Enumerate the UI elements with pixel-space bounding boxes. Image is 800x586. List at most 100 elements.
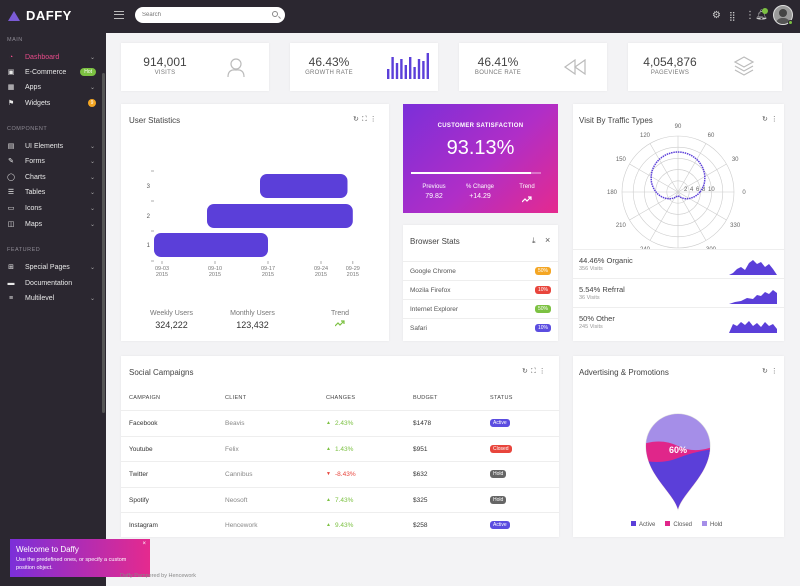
close-icon[interactable]: × xyxy=(545,235,551,245)
growth-bar xyxy=(417,59,421,79)
traffic-sparkline xyxy=(729,290,777,304)
refresh-icon[interactable]: ↻ xyxy=(762,116,771,123)
download-icon[interactable]: ⤓ xyxy=(532,236,536,245)
sidebar-item-special-pages[interactable]: ⊞ Special Pages ⌄ xyxy=(0,260,102,274)
sidebar-item-label: Widgets xyxy=(25,99,51,107)
table-row[interactable]: Facebook Beavis $1478 ▲ 2.43% Active xyxy=(121,410,559,435)
pencil-icon: ✎ xyxy=(8,158,14,165)
refresh-icon[interactable]: ↻ xyxy=(762,368,771,375)
column-header-campaign[interactable]: CAMPAIGN xyxy=(129,395,161,401)
flag-icon: ⚑ xyxy=(7,100,15,107)
budget-cell: $1478 xyxy=(413,420,432,427)
fullscreen-icon[interactable]: ⛶ xyxy=(530,368,539,375)
browser-row: Google Chrome 50% xyxy=(403,261,558,280)
sidebar-item-label: E-Commerce xyxy=(25,68,67,76)
change-value: +14.29 xyxy=(469,193,491,200)
search-input[interactable] xyxy=(135,7,285,23)
more-vertical-icon[interactable]: ⋮ xyxy=(369,116,380,123)
column-header-status[interactable]: STATUS xyxy=(490,395,513,401)
weekly-users-label: Weekly Users xyxy=(149,310,194,317)
menu-toggle-icon[interactable] xyxy=(114,11,124,19)
refresh-icon[interactable]: ↻ xyxy=(353,116,362,123)
fullscreen-icon[interactable]: ⛶ xyxy=(361,116,370,123)
weekly-users-value: 324,222 xyxy=(155,320,188,330)
sidebar-item-charts[interactable]: ◯ Charts ⌄ xyxy=(0,170,102,184)
refresh-icon[interactable]: ↻ xyxy=(522,368,531,375)
trend-up-icon xyxy=(521,196,532,203)
polar-spoke xyxy=(677,191,727,221)
column-header-client[interactable]: CLIENT xyxy=(225,395,247,401)
table-row[interactable]: Instagram Hencework $258 ▲ 9.43% Active xyxy=(121,512,559,537)
more-vertical-icon[interactable]: ⋮ xyxy=(745,10,755,21)
welcome-toast: Welcome to Daffy Use the predefined ones… xyxy=(10,539,150,577)
sidebar-item-widgets[interactable]: ⚑ Widgets 9 xyxy=(0,96,102,110)
footer-text: Daffy Pampered by Hencework xyxy=(120,573,197,579)
table-row[interactable]: Twitter Cannibus $632 ▼ -8.43% Hold xyxy=(121,461,559,486)
satisfaction-value: 93.13% xyxy=(446,137,515,159)
stat-card-growth-rate: 46.43% GROWTH RATE xyxy=(290,43,438,91)
card-title: Advertising & Promotions xyxy=(579,368,669,377)
sidebar-item-documentation[interactable]: ▬ Documentation xyxy=(0,276,102,290)
sidebar-item-forms[interactable]: ✎ Forms ⌄ xyxy=(0,154,102,168)
satisfaction-progress xyxy=(411,172,541,174)
status-badge: Active xyxy=(490,419,510,427)
arrow-up-icon: ▲ xyxy=(326,420,331,426)
growth-bar xyxy=(409,57,412,79)
sidebar-item-apps[interactable]: ▦ Apps ⌄ xyxy=(0,80,102,94)
polar-spoke xyxy=(677,143,707,193)
sidebar-item-label: Forms xyxy=(25,157,45,165)
more-vertical-icon[interactable]: ⋮ xyxy=(770,368,781,375)
traffic-visits: 36 Visits xyxy=(579,295,600,301)
arrow-up-icon: ▲ xyxy=(326,445,331,452)
sidebar-section-featured: FEATURED xyxy=(7,247,41,253)
stat-label: BOUNCE RATE xyxy=(474,70,522,76)
growth-bar xyxy=(404,65,407,79)
sidebar-item-dashboard[interactable]: ◔ Dashboard ⌄ xyxy=(0,50,102,64)
sidebar-item-icons[interactable]: ▭ Icons ⌄ xyxy=(0,201,102,215)
sidebar-item-label: Dashboard xyxy=(25,53,60,61)
stat-value: 46.41% xyxy=(477,55,519,69)
traffic-row: 44.46% Organic 356 Visits xyxy=(573,249,784,278)
table-row[interactable]: Spotify Neosoft $325 ▲ 7.43% Hold xyxy=(121,486,559,512)
apps-grid-icon[interactable]: ⣿ xyxy=(729,11,736,21)
gear-icon[interactable]: ⚙ xyxy=(712,10,721,21)
gauge-icon: ◔ xyxy=(8,53,14,61)
polar-spoke xyxy=(677,163,727,193)
sidebar-item-ui-elements[interactable]: ▤ UI Elements ⌄ xyxy=(0,139,102,153)
sidebar-item-ecommerce[interactable]: ▣ E-Commerce Hot xyxy=(0,65,102,79)
x-tick-label: 09-29 xyxy=(346,266,360,272)
campaign-cell: Spotify xyxy=(129,496,149,504)
sidebar-item-label: Multilevel xyxy=(25,294,55,302)
legend-item-active[interactable]: Active xyxy=(631,521,655,528)
column-header-budget[interactable]: BUDGET xyxy=(413,395,438,401)
polar-angle-label: 120 xyxy=(640,133,651,139)
top-bar: DAFFY ⚙ ⣿ ⋮ 🔔︎ xyxy=(0,0,800,33)
polar-angle-label: 60 xyxy=(708,133,715,139)
bell-icon[interactable]: 🔔︎ xyxy=(755,10,768,21)
column-header-changes[interactable]: CHANGES xyxy=(326,395,356,401)
trend-up-icon xyxy=(335,320,345,327)
sidebar-item-maps[interactable]: ◫ Maps ⌄ xyxy=(0,217,102,231)
more-vertical-icon[interactable]: ⋮ xyxy=(538,368,549,375)
sidebar-scrollbar[interactable] xyxy=(102,73,105,413)
traffic-title: 50% Other xyxy=(579,314,615,323)
gantt-bar xyxy=(154,233,268,257)
x-tick-sublabel: 2015 xyxy=(315,272,327,278)
search-icon[interactable] xyxy=(272,11,278,17)
legend-item-hold[interactable]: Hold xyxy=(702,521,722,528)
legend-item-closed[interactable]: Closed xyxy=(665,521,692,528)
table-row[interactable]: Youtube Felix $951 ▲ 1.43% Closed xyxy=(121,435,559,461)
advertising-card: Advertising & Promotions ↻⋮ 60% Active C… xyxy=(573,356,784,537)
card-title: Visit By Traffic Types xyxy=(579,116,653,125)
browser-row: Safari 10% xyxy=(403,318,558,337)
previous-value: 79.82 xyxy=(425,193,443,200)
chevron-down-icon: ⌄ xyxy=(89,84,95,91)
sidebar: MAIN ◔ Dashboard ⌄ ▣ E-Commerce Hot ▦ Apps ⌄ ⚑… xyxy=(0,33,106,586)
toast-title: Welcome to Daffy xyxy=(16,545,79,554)
more-vertical-icon[interactable]: ⋮ xyxy=(770,116,781,123)
sidebar-item-multilevel[interactable]: ≡ Multilevel ⌄ xyxy=(0,291,102,305)
close-icon[interactable]: × xyxy=(142,541,146,547)
table-icon: ☰ xyxy=(7,189,15,196)
sidebar-item-tables[interactable]: ☰ Tables ⌄ xyxy=(0,185,102,199)
app-logo[interactable]: DAFFY xyxy=(8,8,72,23)
